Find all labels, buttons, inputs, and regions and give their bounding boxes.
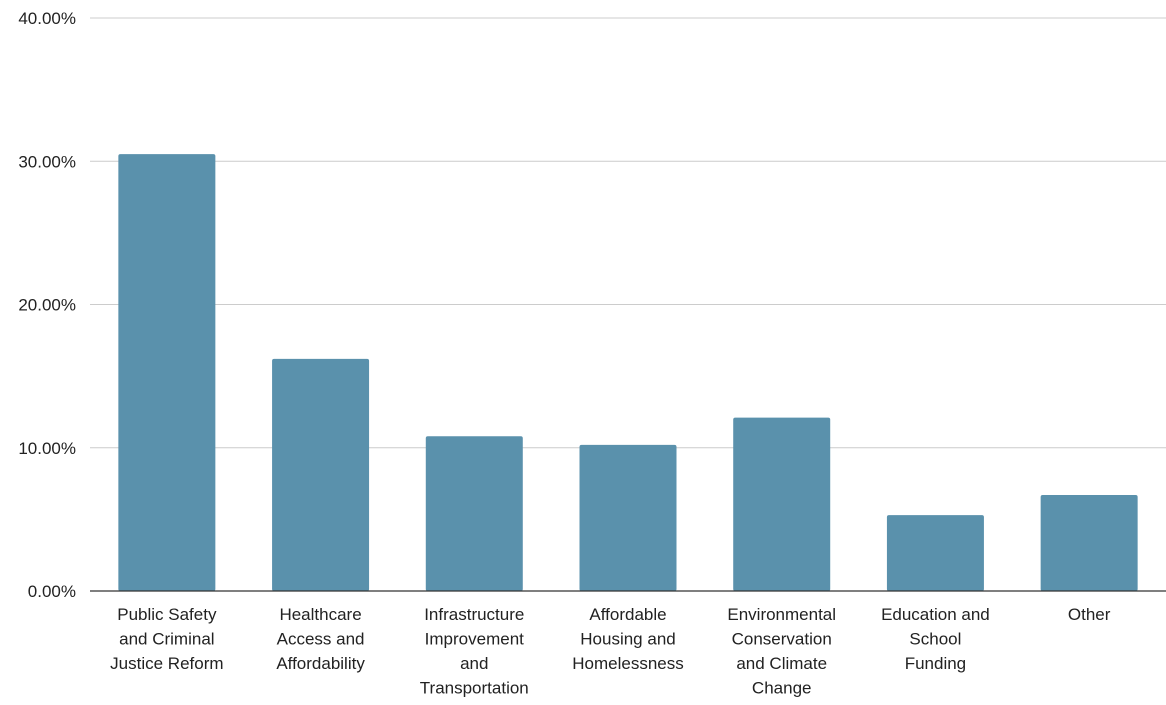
bar — [886, 515, 984, 591]
bars — [118, 154, 1138, 591]
y-tick-label: 30.00% — [18, 152, 76, 171]
gridlines — [90, 17, 1166, 449]
x-tick-label: Education and School Funding — [881, 605, 990, 673]
x-axis-ticks: Public Safety and Criminal Justice Reform H… — [110, 605, 1111, 698]
bar — [733, 417, 831, 591]
bar — [1040, 495, 1138, 591]
x-tick-label: Other — [1068, 605, 1111, 624]
y-tick-label: 10.00% — [18, 439, 76, 458]
x-tick-label: Affordable Housing and Homelessness — [572, 605, 684, 673]
x-tick-label: Infrastructure Improvement and Transportati… — [420, 605, 529, 698]
bar — [579, 444, 677, 591]
y-axis-ticks: 0.00% 10.00% 20.00% 30.00% 40.00% — [18, 9, 76, 601]
bar — [425, 436, 523, 591]
y-tick-label: 40.00% — [18, 9, 76, 28]
y-tick-label: 20.00% — [18, 296, 76, 315]
bar — [118, 154, 216, 591]
y-tick-label: 0.00% — [28, 582, 76, 601]
x-tick-label: Environmental Conservation and Climate Chan… — [727, 605, 836, 698]
bar — [272, 358, 370, 591]
x-tick-label: Healthcare Access and Affordability — [276, 605, 365, 673]
x-tick-label: Public Safety and Criminal Justice Reform — [110, 605, 223, 673]
